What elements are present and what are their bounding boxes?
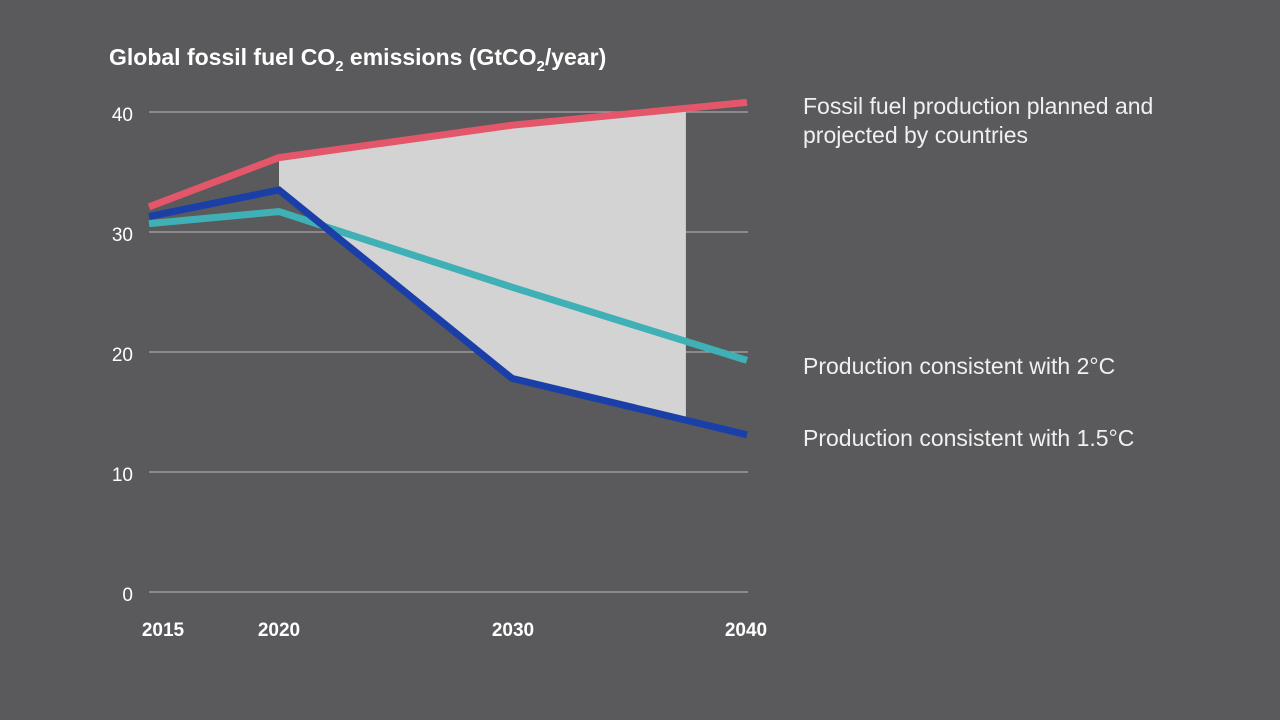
title-subscript: 2 [536,58,545,75]
series-line-0 [147,98,748,211]
legend-fossil-planned: Fossil fuel production planned and proje… [803,93,1154,148]
y-tick-label: 30 [112,225,133,246]
title-text: emissions (GtCO [343,44,537,70]
chart-title: Global fossil fuel CO2 emissions (GtCO2/… [109,44,606,75]
series-line-1 [148,208,749,364]
title-text: /year) [544,44,607,70]
y-tick-label: 20 [112,345,133,366]
legend-2c: Production consistent with 2°C [803,353,1116,379]
x-tick-label: 2015 [142,620,185,641]
legend-1-5c: Production consistent with 1.5°C [803,425,1135,451]
y-tick-label: 0 [122,585,133,606]
series-line-2 [148,186,748,439]
x-tick-label: 2040 [725,620,767,641]
x-tick-label: 2020 [258,620,300,641]
shaded-gap-area [279,108,686,421]
y-tick-label: 40 [112,105,133,126]
y-tick-label: 10 [112,465,133,486]
title-text: Global fossil fuel CO [109,44,336,70]
x-tick-label: 2030 [492,620,534,641]
title-subscript: 2 [335,58,344,75]
